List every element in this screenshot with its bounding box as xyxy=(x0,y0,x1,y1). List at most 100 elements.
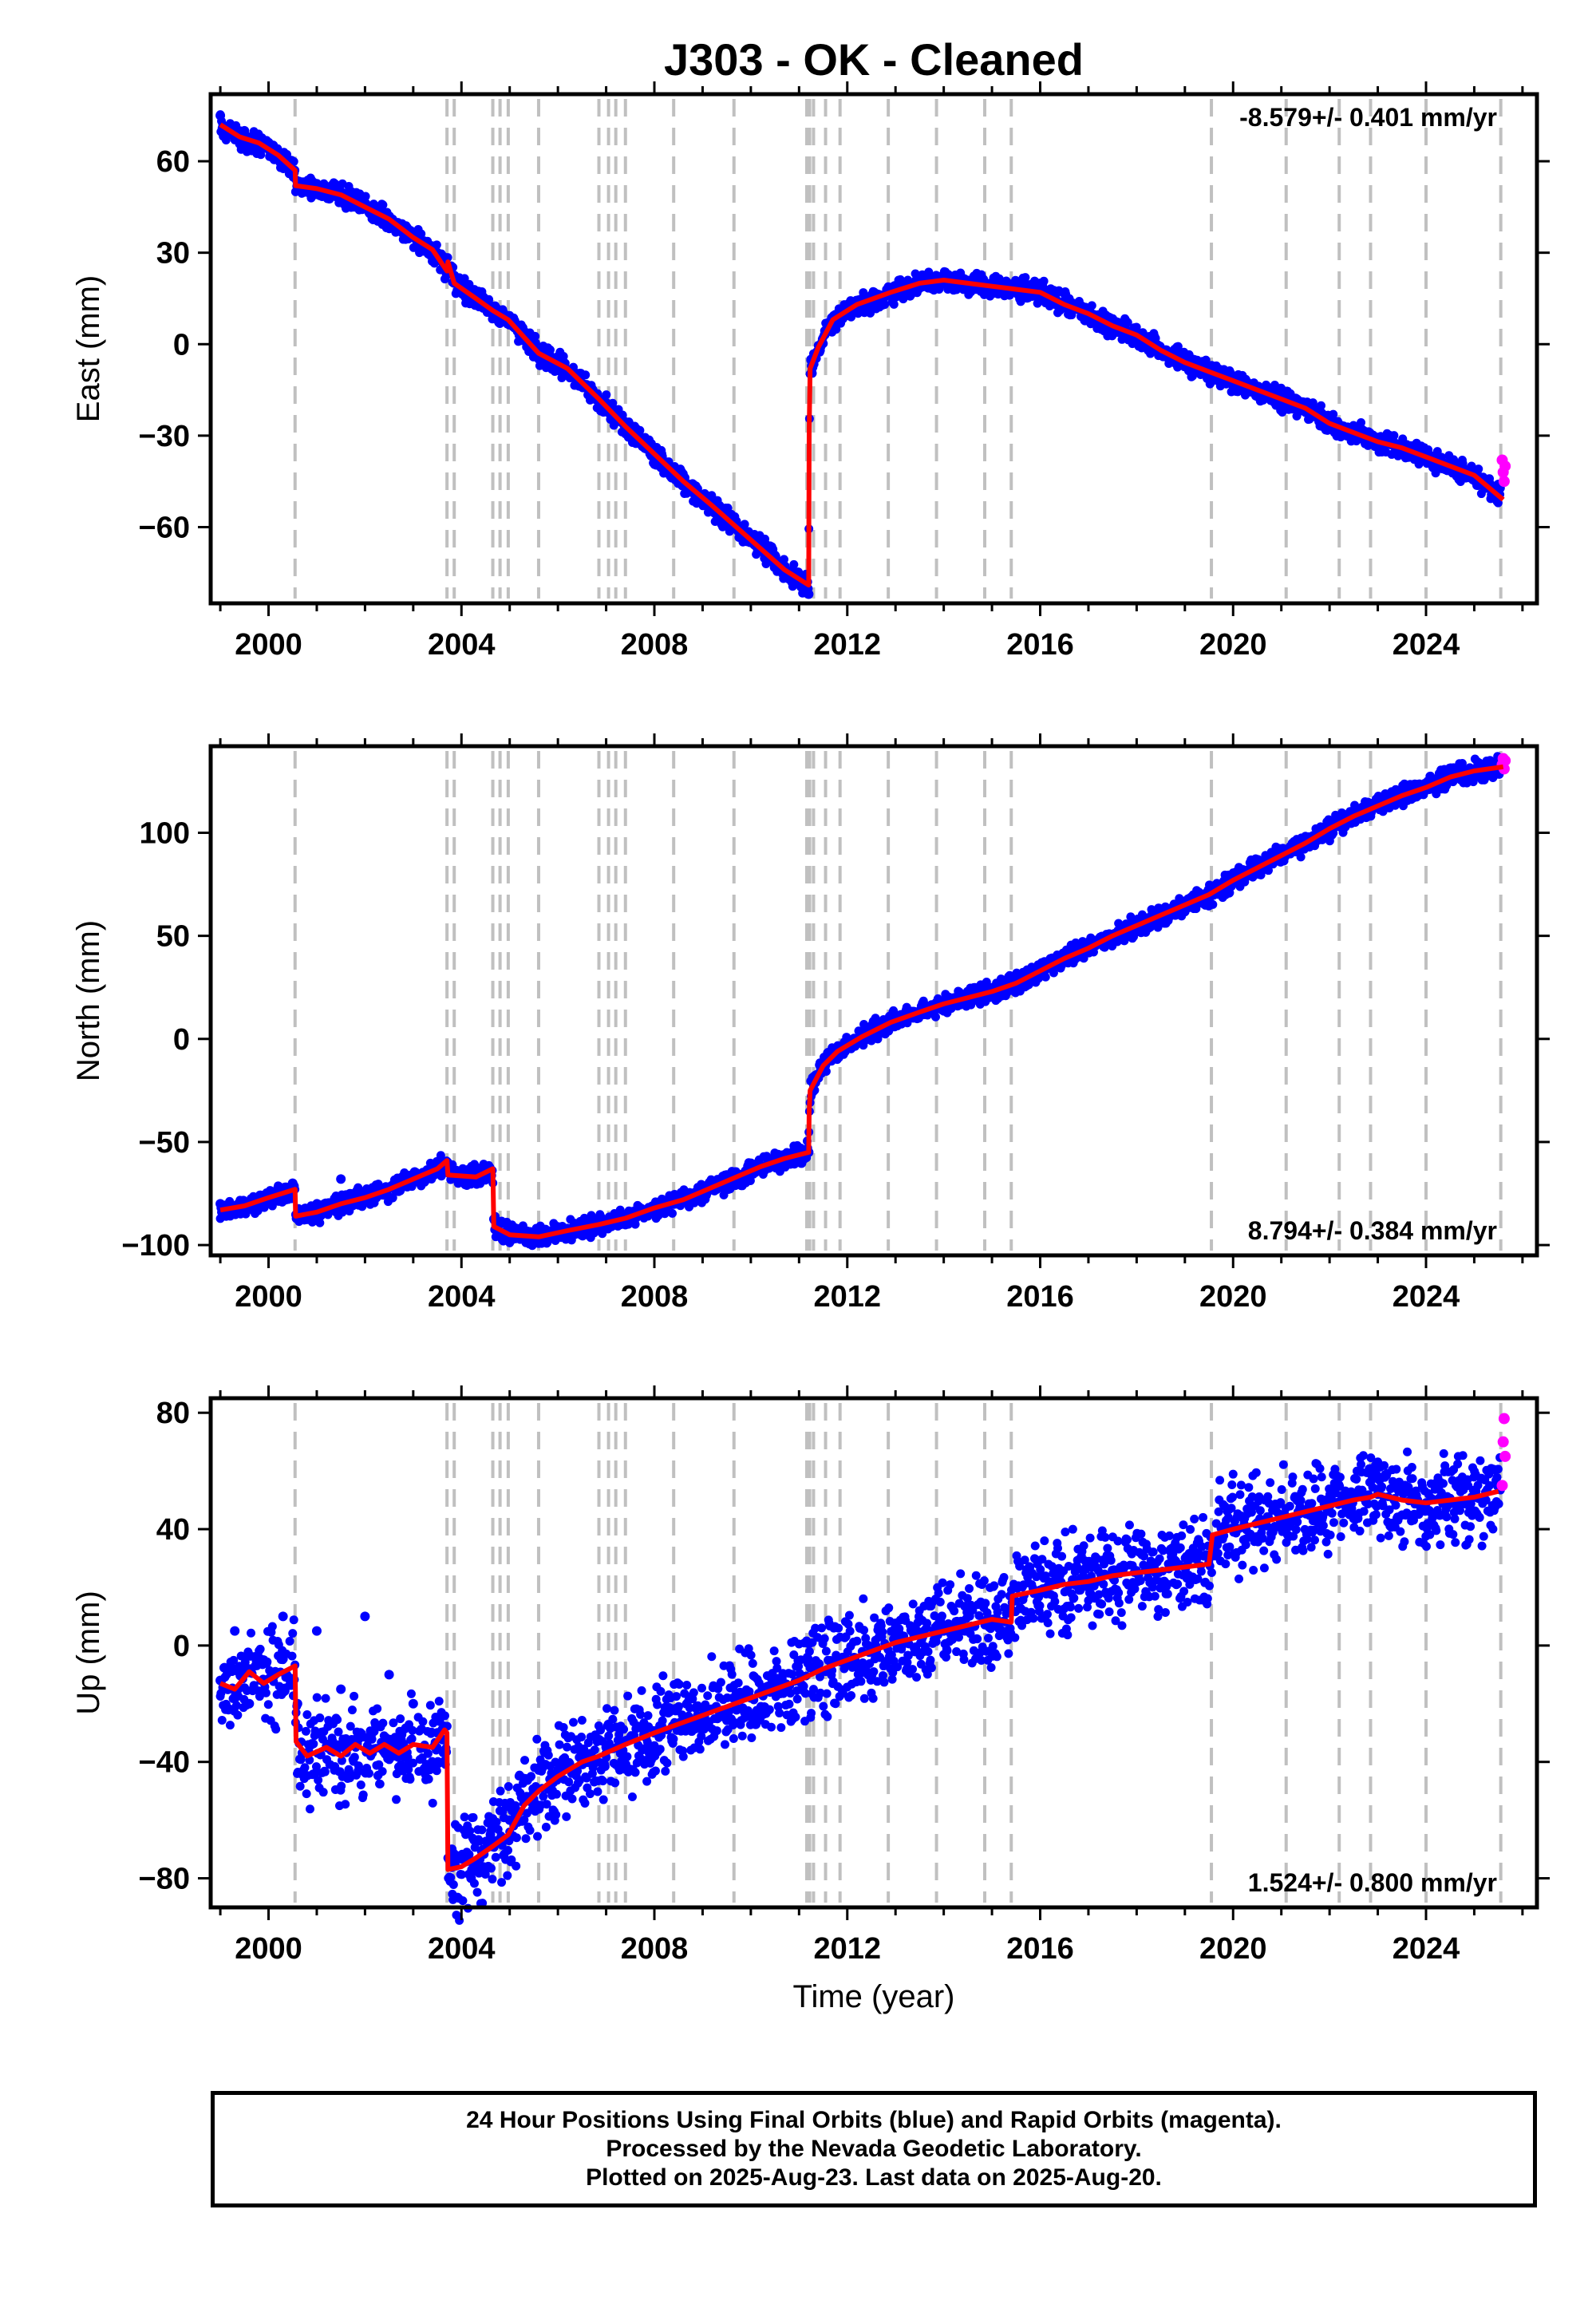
x-tick-label: 2016 xyxy=(1006,628,1074,662)
data-point xyxy=(225,1721,235,1730)
data-point xyxy=(347,1705,357,1715)
data-point xyxy=(263,1700,273,1709)
y-axis-label: North (mm) xyxy=(71,920,106,1081)
panel-east: 2000 2004 2008 2012 2016 2020 2024−60−3003060E… xyxy=(71,81,1550,662)
final-orbit-points xyxy=(215,110,1505,599)
data-point xyxy=(789,559,799,569)
figure-title: J303 - OK - Cleaned xyxy=(664,34,1084,85)
data-point xyxy=(336,1174,346,1184)
panel-up: 2000 2004 2008 2012 2016 2020 2024−80−4004080U… xyxy=(71,1385,1550,1966)
data-point xyxy=(215,110,226,121)
x-tick-label: 2000 xyxy=(235,1280,302,1314)
x-tick-label: 2024 xyxy=(1393,628,1460,662)
x-tick-label: 2012 xyxy=(813,628,881,662)
x-tick-label: 2000 xyxy=(235,628,302,662)
data-point xyxy=(301,1726,310,1736)
data-point xyxy=(287,1178,298,1188)
data-point xyxy=(271,1725,281,1734)
y-tick-label: 50 xyxy=(156,920,190,954)
x-tick-label: 2024 xyxy=(1393,1280,1460,1314)
data-point xyxy=(1389,431,1399,441)
data-point xyxy=(320,1767,330,1777)
rate-label: 8.794+/- 0.384 mm/yr xyxy=(1248,1216,1497,1245)
data-point xyxy=(267,1622,277,1631)
data-point xyxy=(318,1788,328,1797)
data-point xyxy=(305,1804,314,1814)
y-tick-label: −50 xyxy=(139,1126,190,1160)
data-point xyxy=(740,520,749,529)
data-point xyxy=(1208,899,1218,909)
data-point xyxy=(289,156,298,166)
x-tick-label: 2008 xyxy=(621,628,689,662)
model-line xyxy=(219,764,1504,1239)
y-tick-label: −60 xyxy=(139,511,190,544)
data-point xyxy=(217,1716,227,1725)
final-orbit-points xyxy=(215,1447,1505,1925)
data-point xyxy=(295,1781,305,1791)
y-tick-label: 30 xyxy=(156,237,190,271)
y-tick-label: 0 xyxy=(173,1023,190,1057)
data-point xyxy=(378,200,388,210)
data-point xyxy=(321,1694,330,1703)
data-point xyxy=(832,325,841,334)
data-point xyxy=(531,331,540,341)
data-point xyxy=(302,1789,311,1799)
data-point xyxy=(289,1615,298,1625)
data-point xyxy=(667,1208,677,1218)
data-point xyxy=(880,300,890,310)
data-point xyxy=(1087,301,1096,310)
data-point xyxy=(443,253,452,263)
data-point xyxy=(239,125,250,136)
data-point xyxy=(255,1644,265,1654)
data-point xyxy=(233,1710,243,1720)
rapid-point xyxy=(1498,476,1510,488)
data-point xyxy=(302,1709,312,1719)
data-point xyxy=(889,299,899,309)
data-point xyxy=(350,1691,359,1701)
plots-canvas: 2000 2004 2008 2012 2016 2020 2024−60−3003060E… xyxy=(71,81,1550,2014)
data-point xyxy=(804,589,814,599)
x-tick-label: 2004 xyxy=(428,1280,496,1314)
data-point xyxy=(256,150,266,160)
data-point xyxy=(287,1651,297,1661)
data-point xyxy=(602,390,611,400)
data-point xyxy=(300,1763,310,1773)
y-tick-label: 60 xyxy=(156,145,190,179)
data-point xyxy=(1296,852,1306,862)
rapid-point xyxy=(1499,460,1511,472)
y-tick-label: 100 xyxy=(140,816,190,850)
data-point xyxy=(1021,273,1030,283)
data-point xyxy=(288,1629,298,1638)
y-axis-label: East (mm) xyxy=(71,275,106,422)
data-point xyxy=(635,425,645,435)
x-tick-label: 2004 xyxy=(428,628,496,662)
data-point xyxy=(315,1713,325,1723)
data-point xyxy=(247,1628,256,1638)
rapid-point xyxy=(1499,755,1511,767)
data-point xyxy=(779,555,788,564)
data-point xyxy=(285,1637,294,1646)
data-point xyxy=(545,345,555,354)
x-tick-label: 2008 xyxy=(621,1280,689,1314)
x-tick-label: 2020 xyxy=(1199,1280,1267,1314)
data-point xyxy=(1039,276,1049,286)
data-point xyxy=(581,370,591,380)
data-point xyxy=(356,1780,365,1789)
data-point xyxy=(361,192,370,201)
data-point xyxy=(337,1781,346,1791)
data-point xyxy=(350,1753,359,1762)
y-tick-label: −100 xyxy=(121,1229,190,1263)
data-point xyxy=(312,1693,322,1702)
data-point xyxy=(559,351,568,361)
y-tick-label: 0 xyxy=(173,328,190,362)
data-point xyxy=(432,240,441,250)
x-tick-label: 2016 xyxy=(1006,1280,1074,1314)
data-point xyxy=(261,1688,271,1697)
x-tick-label: 2012 xyxy=(813,1280,881,1314)
panel-north: 2000 2004 2008 2012 2016 2020 2024 −100 −50 0 50 10… xyxy=(71,733,1550,1314)
data-point xyxy=(1474,464,1483,474)
final-orbit-points xyxy=(215,752,1505,1251)
data-point xyxy=(333,1715,342,1725)
model-line xyxy=(219,122,1505,588)
